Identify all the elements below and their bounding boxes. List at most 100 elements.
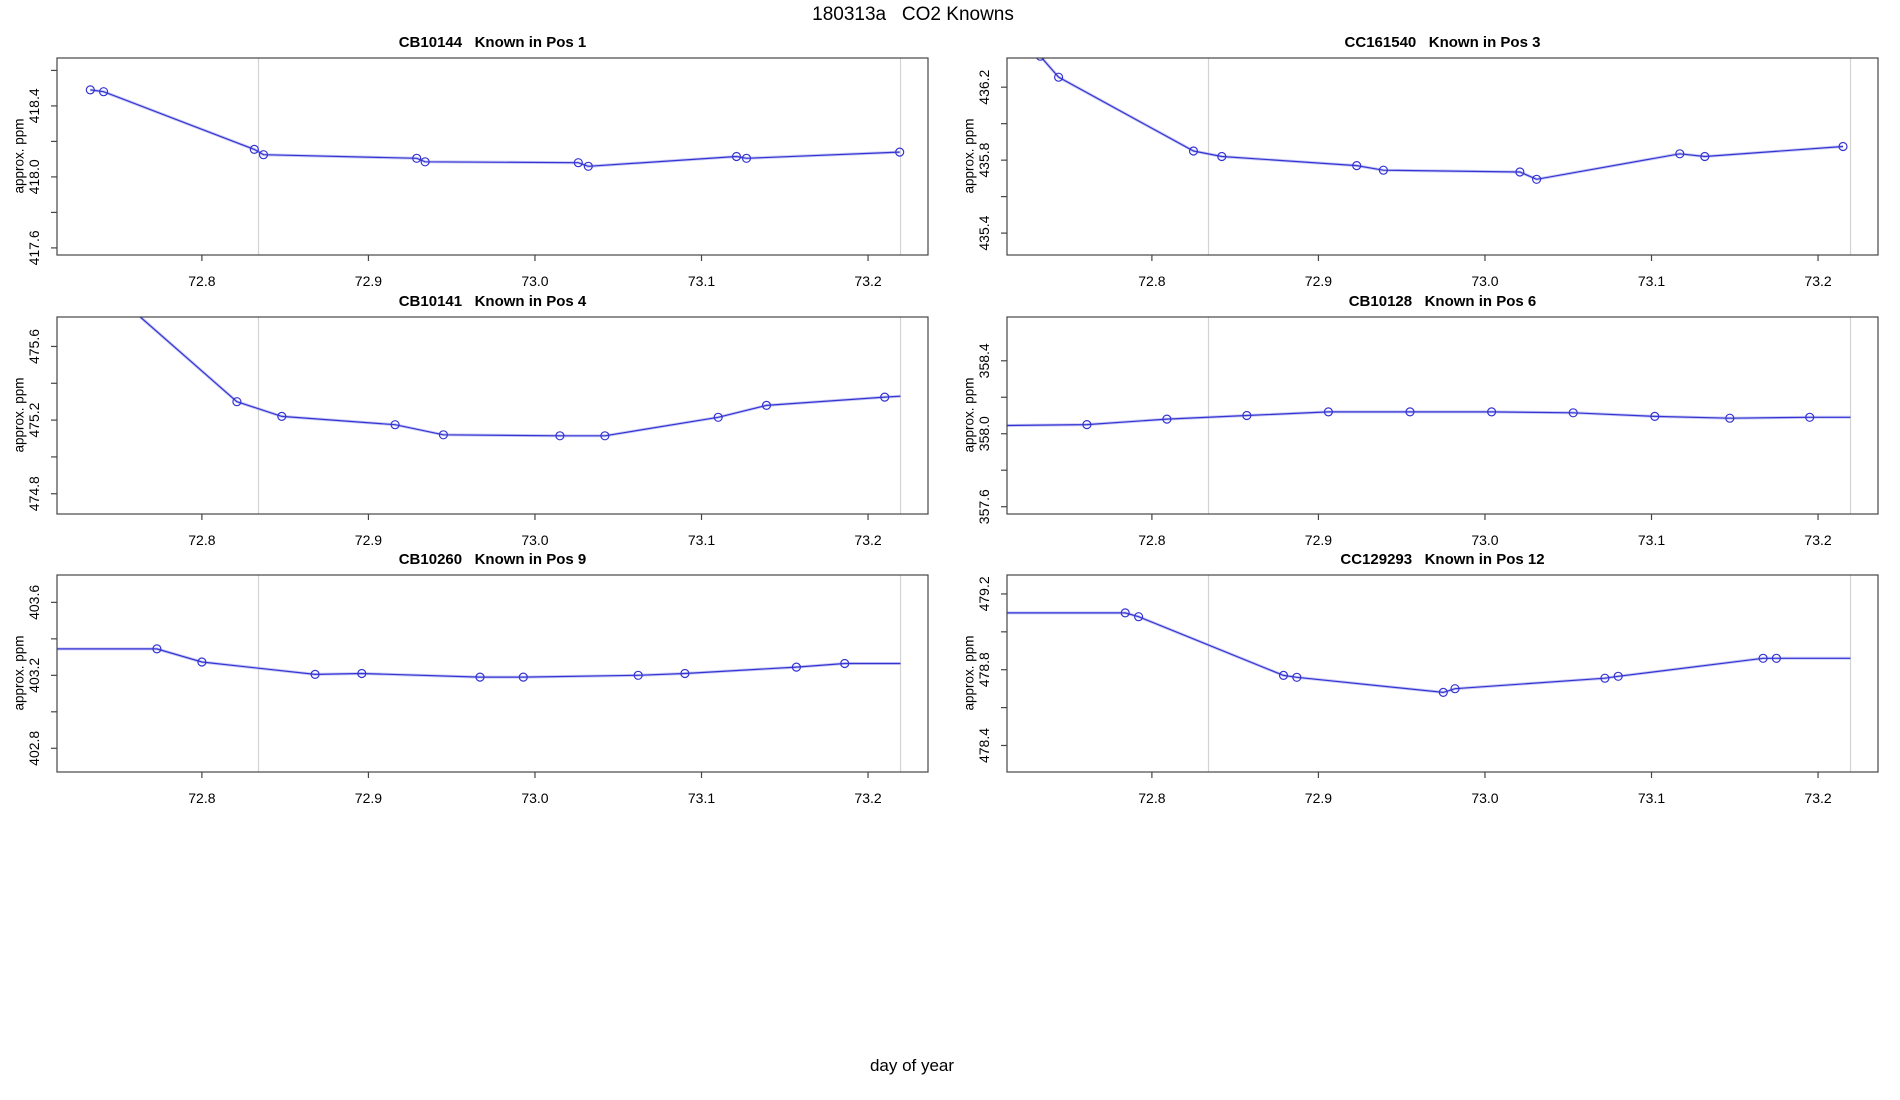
panel-cb10144-pos1: 72.8 72.9 73.0 73.1 73.2 417.6 418.0 418.4 CB10… — [0, 30, 950, 289]
plot-box — [56, 57, 929, 256]
x-tick-label: 73.1 — [1638, 273, 1665, 289]
data-point-marker — [680, 668, 690, 679]
panel-cc129293-pos12: 72.8 72.9 73.0 73.1 73.2 478.4 478.8 479.2 CC12… — [950, 547, 1900, 806]
data-point-marker — [438, 430, 448, 440]
x-tick-label: 73.1 — [688, 790, 715, 806]
y-axis-label: approx. ppm — [961, 118, 977, 194]
plot-box — [1006, 57, 1879, 256]
y-axis-label: approx. ppm — [11, 377, 27, 453]
data-line — [1007, 411, 1851, 427]
data-point-marker — [1217, 151, 1227, 162]
x-tick-label: 73.0 — [1471, 532, 1498, 548]
data-point-marker — [895, 147, 905, 157]
data-point-marker — [277, 411, 287, 422]
y-tick-label: 358.0 — [976, 416, 992, 451]
data-point-marker — [1838, 141, 1848, 152]
data-point-marker — [880, 392, 890, 402]
figure-title: 180313a CO2 Knowns — [812, 4, 1014, 25]
y-tick-label: 478.8 — [976, 652, 992, 687]
data-point-marker — [518, 672, 528, 682]
smooth-line — [90, 88, 900, 168]
panel-title: CC161540 Known in Pos 3 — [1344, 34, 1541, 51]
plot-box — [56, 316, 929, 515]
data-point-marker — [412, 153, 422, 163]
data-point-marker — [1438, 687, 1448, 697]
data-point-marker — [555, 431, 565, 441]
y-tick-label: 479.2 — [976, 576, 992, 611]
x-tick-label: 73.0 — [1471, 273, 1498, 289]
data-point-marker — [791, 662, 802, 672]
x-tick-label: 72.8 — [188, 532, 215, 548]
x-tick-label: 73.2 — [854, 790, 881, 806]
data-point-marker — [232, 397, 242, 407]
y-axis-label: approx. ppm — [11, 118, 27, 194]
data-point-marker — [731, 151, 742, 162]
data-point-marker — [761, 400, 772, 411]
x-tick-label: 72.9 — [355, 790, 382, 806]
x-tick-label: 73.2 — [1804, 532, 1831, 548]
data-point-marker — [258, 150, 269, 160]
panel-title: CB10128 Known in Pos 6 — [1348, 293, 1537, 310]
panel-title: CB10260 Known in Pos 9 — [398, 551, 587, 568]
data-point-marker — [98, 87, 109, 97]
y-tick-label: 403.6 — [26, 585, 42, 620]
x-tick-label: 72.8 — [1138, 532, 1165, 548]
panel-cc161540-pos3: 72.8 72.9 73.0 73.1 73.2 435.4 435.8 436.2 CC16… — [950, 30, 1900, 289]
data-line — [1041, 58, 1844, 180]
data-point-marker — [741, 153, 752, 163]
y-axis-label: approx. ppm — [961, 377, 977, 453]
panel-cb10141-pos4: 72.8 72.9 73.0 73.1 73.2 474.8 475.2 475.6 CB10… — [0, 289, 950, 548]
panel-title: CC129293 Known in Pos 12 — [1340, 551, 1545, 568]
x-tick-label: 72.9 — [355, 273, 382, 289]
x-tick-label: 73.1 — [1638, 790, 1665, 806]
data-point-marker — [152, 644, 162, 654]
y-tick-label: 474.8 — [26, 476, 42, 511]
x-tick-label: 73.1 — [1638, 532, 1665, 548]
data-point-marker — [1758, 653, 1768, 663]
data-line — [1007, 612, 1851, 694]
data-point-marker — [600, 431, 610, 441]
y-axis-label: approx. ppm — [11, 635, 27, 711]
x-tick-label: 73.2 — [1804, 273, 1831, 289]
line-chart-cc129293: 72.8 72.9 73.0 73.1 73.2 478.4 478.8 479.2 — [976, 574, 1879, 806]
data-point-marker — [573, 158, 583, 168]
data-line — [57, 648, 901, 678]
plot-box — [56, 574, 929, 773]
data-point-marker — [1352, 161, 1362, 171]
data-point-marker — [1650, 411, 1660, 422]
data-point-marker — [713, 412, 723, 422]
data-point-marker — [85, 85, 95, 95]
data-point-marker — [1188, 146, 1199, 156]
plot-box — [1006, 316, 1879, 515]
x-axis-title: day of year — [869, 1056, 955, 1075]
y-tick-label: 358.4 — [976, 343, 992, 378]
data-point-marker — [1405, 407, 1415, 417]
smooth-line — [1039, 58, 1844, 181]
data-point-marker — [1700, 151, 1710, 162]
y-tick-label: 418.0 — [26, 159, 42, 194]
data-point-marker — [583, 161, 593, 171]
smooth-line — [139, 317, 901, 438]
data-point-marker — [390, 420, 400, 430]
data-point-marker — [1036, 58, 1045, 61]
y-tick-label: 402.8 — [26, 731, 42, 766]
panel-cb10128-pos6: 72.8 72.9 73.0 73.1 73.2 357.6 358.0 358.4 CB10… — [950, 289, 1900, 548]
y-tick-label: 436.2 — [976, 69, 992, 104]
data-point-marker — [1805, 412, 1815, 422]
data-point-marker — [1613, 671, 1623, 681]
x-tick-label: 73.1 — [688, 532, 715, 548]
data-point-marker — [1675, 149, 1685, 159]
data-point-marker — [1725, 413, 1735, 423]
data-point-marker — [1242, 410, 1252, 421]
panel-title: CB10141 Known in Pos 4 — [398, 293, 587, 310]
y-tick-label: 475.6 — [26, 329, 42, 364]
x-tick-label: 72.8 — [188, 790, 215, 806]
data-point-marker — [1515, 167, 1525, 177]
y-tick-label: 435.4 — [976, 215, 992, 250]
panel-title: CB10144 Known in Pos 1 — [398, 34, 587, 51]
x-tick-label: 73.0 — [521, 532, 548, 548]
data-point-marker — [1323, 407, 1333, 417]
data-point-marker — [633, 670, 643, 680]
y-tick-label: 403.2 — [26, 658, 42, 693]
